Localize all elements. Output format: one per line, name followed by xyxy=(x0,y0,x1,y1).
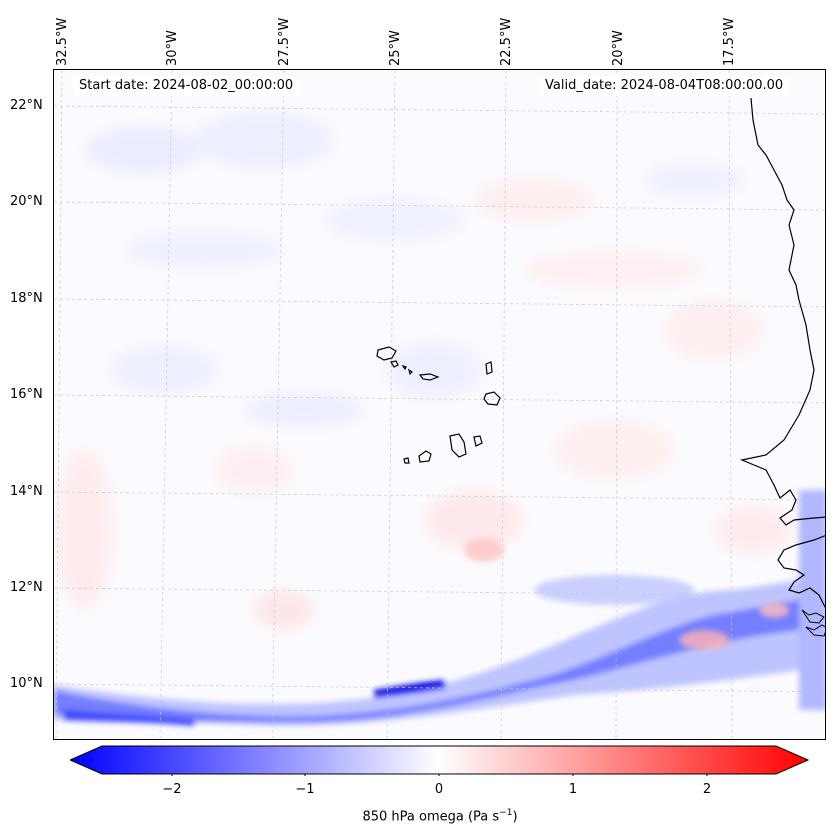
colorbar-tick-1: 1 xyxy=(568,782,578,797)
colorbar-label: 850 hPa omega (Pa s−1) xyxy=(0,808,837,824)
lon-label-20w: 20°W xyxy=(611,30,626,66)
start-date-banner: Start date: 2024-08-02_00:00:00 xyxy=(73,76,300,96)
lat-label-18n: 18°N xyxy=(10,291,43,306)
colorbar-label-text: 850 hPa omega (Pa s xyxy=(362,809,500,825)
descent-spots-south xyxy=(464,538,789,650)
lat-label-22n: 22°N xyxy=(10,98,43,113)
lon-label-30w: 30°W xyxy=(165,30,180,66)
lon-label-22-5w: 22.5°W xyxy=(499,17,514,66)
colorbar xyxy=(70,745,810,776)
lat-label-14n: 14°N xyxy=(10,484,43,499)
cape-verde-islands xyxy=(376,346,501,464)
valid-date-banner: Valid_date: 2024-08-04T08:00:00.00 xyxy=(539,76,790,96)
lon-label-27-5w: 27.5°W xyxy=(277,17,292,66)
colorbar-tick-2: 2 xyxy=(702,782,712,797)
lat-label-12n: 12°N xyxy=(10,580,43,595)
lat-label-10n: 10°N xyxy=(10,676,43,691)
colorbar-tick-0: 0 xyxy=(434,782,444,797)
colorbar-ticks xyxy=(171,774,708,776)
map-panel xyxy=(53,69,826,740)
graticule xyxy=(54,70,825,739)
lon-label-17-5w: 17.5°W xyxy=(722,17,737,66)
colorbar-tick-neg2: −2 xyxy=(162,782,182,797)
guinea-bissau-coastline xyxy=(777,535,825,608)
itcz-ascent-band xyxy=(54,490,825,726)
lon-label-32-5w: 32.5°W xyxy=(55,17,70,66)
coastal-islands xyxy=(801,609,825,637)
colorbar-label-close: ) xyxy=(512,809,518,825)
lon-label-25w: 25°W xyxy=(388,30,403,66)
weak-descent-patches xyxy=(54,178,794,630)
colorbar-tick-neg1: −1 xyxy=(295,782,315,797)
colorbar-label-exponent: −1 xyxy=(499,808,513,818)
lat-label-20n: 20°N xyxy=(10,194,43,209)
omega-field-map xyxy=(54,70,825,739)
weak-ascent-patches xyxy=(84,110,744,428)
lat-label-16n: 16°N xyxy=(10,387,43,402)
africa-coastline xyxy=(739,97,825,526)
